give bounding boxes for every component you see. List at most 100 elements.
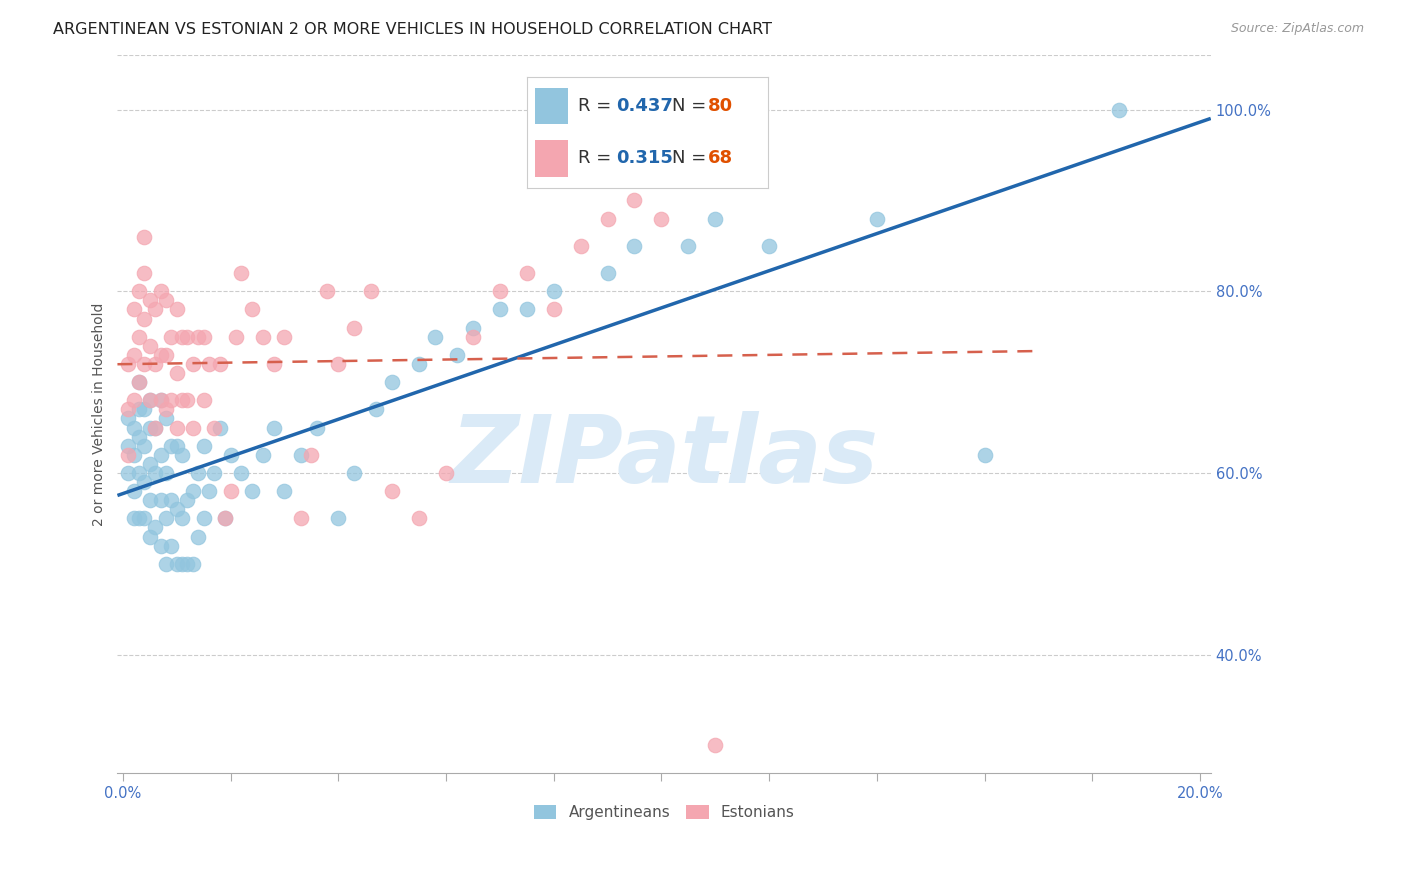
Point xyxy=(623,194,645,208)
Point xyxy=(122,484,145,499)
Point xyxy=(128,466,150,480)
Point xyxy=(569,239,592,253)
Point xyxy=(170,557,193,571)
Text: Source: ZipAtlas.com: Source: ZipAtlas.com xyxy=(1230,22,1364,36)
Point xyxy=(240,302,263,317)
Point xyxy=(139,493,162,508)
Point xyxy=(290,511,312,525)
Point xyxy=(170,511,193,525)
Point xyxy=(139,393,162,408)
Point xyxy=(231,266,253,280)
Point xyxy=(273,329,295,343)
Point xyxy=(596,211,619,226)
Point xyxy=(181,484,204,499)
Point xyxy=(488,285,510,299)
Point xyxy=(122,393,145,408)
Point xyxy=(139,393,162,408)
Point xyxy=(166,366,188,380)
Point xyxy=(134,439,156,453)
Point xyxy=(290,448,312,462)
Point xyxy=(155,293,177,308)
Point xyxy=(516,266,538,280)
Point xyxy=(149,393,172,408)
Point xyxy=(252,329,274,343)
Point xyxy=(117,357,139,371)
Point xyxy=(155,466,177,480)
Point xyxy=(187,329,209,343)
Point xyxy=(170,448,193,462)
Point xyxy=(408,357,430,371)
Point xyxy=(134,402,156,417)
Point xyxy=(176,393,198,408)
Y-axis label: 2 or more Vehicles in Household: 2 or more Vehicles in Household xyxy=(93,302,107,525)
Point xyxy=(364,402,387,417)
Point xyxy=(343,320,366,334)
Point xyxy=(225,329,247,343)
Point xyxy=(134,475,156,489)
Point xyxy=(198,484,221,499)
Point xyxy=(170,329,193,343)
Point xyxy=(149,393,172,408)
Point xyxy=(446,348,468,362)
Point xyxy=(128,375,150,389)
Point xyxy=(143,420,166,434)
Point xyxy=(170,393,193,408)
Point xyxy=(187,466,209,480)
Point xyxy=(117,466,139,480)
Point xyxy=(117,402,139,417)
Point xyxy=(143,420,166,434)
Point xyxy=(166,502,188,516)
Point xyxy=(343,466,366,480)
Point xyxy=(408,511,430,525)
Point xyxy=(328,357,350,371)
Point xyxy=(160,393,183,408)
Point xyxy=(1108,103,1130,117)
Point xyxy=(160,439,183,453)
Point xyxy=(149,448,172,462)
Point xyxy=(122,420,145,434)
Point xyxy=(758,239,780,253)
Point xyxy=(139,339,162,353)
Point xyxy=(704,739,727,753)
Point xyxy=(143,466,166,480)
Point xyxy=(149,348,172,362)
Point xyxy=(143,302,166,317)
Point xyxy=(240,484,263,499)
Point xyxy=(122,348,145,362)
Point xyxy=(596,266,619,280)
Point xyxy=(193,329,215,343)
Point xyxy=(461,329,484,343)
Point xyxy=(231,466,253,480)
Point xyxy=(360,285,382,299)
Point xyxy=(166,420,188,434)
Point xyxy=(488,302,510,317)
Point xyxy=(155,402,177,417)
Point xyxy=(122,448,145,462)
Point xyxy=(155,511,177,525)
Point xyxy=(166,302,188,317)
Point xyxy=(434,466,457,480)
Point xyxy=(214,511,236,525)
Point xyxy=(128,285,150,299)
Point xyxy=(117,411,139,425)
Point xyxy=(134,357,156,371)
Point xyxy=(543,302,565,317)
Point xyxy=(425,329,447,343)
Point xyxy=(866,211,889,226)
Point xyxy=(202,466,225,480)
Point xyxy=(193,439,215,453)
Text: ARGENTINEAN VS ESTONIAN 2 OR MORE VEHICLES IN HOUSEHOLD CORRELATION CHART: ARGENTINEAN VS ESTONIAN 2 OR MORE VEHICL… xyxy=(53,22,772,37)
Point xyxy=(219,448,242,462)
Point xyxy=(181,557,204,571)
Point xyxy=(149,493,172,508)
Point xyxy=(273,484,295,499)
Point xyxy=(623,239,645,253)
Legend: Argentineans, Estonians: Argentineans, Estonians xyxy=(527,799,801,826)
Point xyxy=(134,311,156,326)
Point xyxy=(219,484,242,499)
Point xyxy=(166,557,188,571)
Point xyxy=(181,420,204,434)
Point xyxy=(149,539,172,553)
Point xyxy=(461,320,484,334)
Point xyxy=(128,375,150,389)
